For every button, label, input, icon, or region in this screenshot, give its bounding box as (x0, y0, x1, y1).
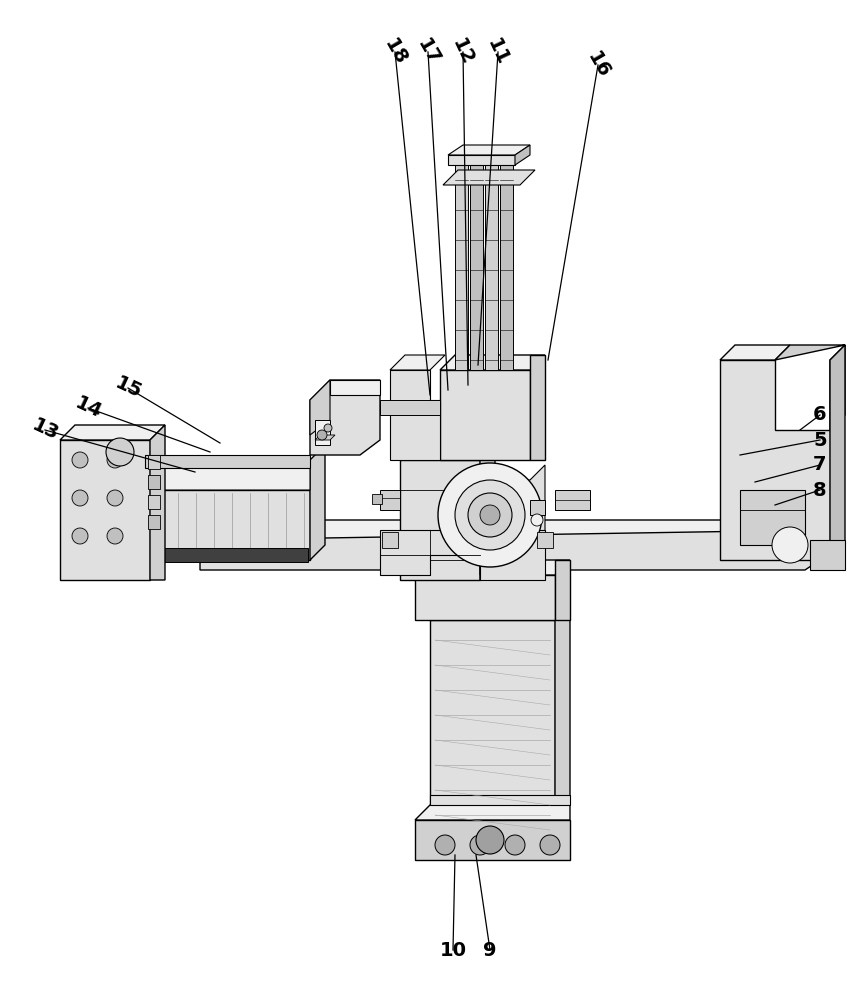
Polygon shape (380, 400, 439, 415)
Polygon shape (415, 575, 554, 620)
Text: 5: 5 (812, 430, 826, 450)
Circle shape (72, 490, 88, 506)
Polygon shape (315, 435, 334, 440)
Polygon shape (315, 420, 329, 445)
Circle shape (107, 452, 123, 468)
Polygon shape (479, 445, 495, 580)
Polygon shape (390, 370, 439, 460)
Polygon shape (829, 345, 844, 560)
Circle shape (107, 528, 123, 544)
Polygon shape (530, 355, 544, 460)
Polygon shape (60, 440, 150, 580)
Polygon shape (140, 490, 310, 560)
Polygon shape (399, 460, 479, 580)
Polygon shape (148, 495, 160, 509)
Polygon shape (415, 430, 509, 445)
Polygon shape (430, 795, 569, 805)
Circle shape (539, 835, 560, 855)
Polygon shape (439, 370, 530, 460)
Polygon shape (399, 445, 495, 460)
Text: 13: 13 (29, 416, 61, 444)
Polygon shape (380, 530, 544, 580)
Polygon shape (455, 160, 467, 370)
Text: 7: 7 (812, 456, 826, 475)
Polygon shape (150, 460, 310, 490)
Polygon shape (148, 455, 160, 469)
Polygon shape (200, 530, 819, 570)
Text: 9: 9 (483, 940, 496, 960)
Circle shape (106, 438, 134, 466)
Text: 15: 15 (112, 374, 144, 402)
Text: 11: 11 (483, 36, 512, 68)
Circle shape (455, 480, 525, 550)
Polygon shape (60, 425, 165, 440)
Polygon shape (469, 160, 483, 370)
Polygon shape (719, 360, 829, 560)
Text: 12: 12 (448, 36, 477, 68)
Polygon shape (485, 160, 497, 370)
Polygon shape (390, 355, 444, 370)
Polygon shape (530, 500, 544, 515)
Polygon shape (310, 380, 329, 435)
Polygon shape (448, 155, 514, 165)
Circle shape (467, 493, 512, 537)
Polygon shape (554, 605, 569, 820)
Text: 6: 6 (812, 406, 826, 424)
Polygon shape (140, 460, 310, 490)
Circle shape (479, 505, 499, 525)
Bar (740, 490, 804, 545)
Polygon shape (381, 532, 397, 548)
Circle shape (72, 452, 88, 468)
Polygon shape (372, 494, 381, 504)
Polygon shape (200, 520, 834, 540)
Polygon shape (809, 540, 844, 570)
Circle shape (504, 835, 525, 855)
Polygon shape (415, 560, 569, 575)
Circle shape (323, 424, 332, 432)
Polygon shape (819, 520, 834, 560)
Text: 14: 14 (72, 394, 104, 422)
Polygon shape (499, 160, 513, 370)
Polygon shape (774, 345, 844, 430)
Polygon shape (537, 532, 553, 548)
Circle shape (316, 430, 327, 440)
Polygon shape (479, 465, 544, 575)
Polygon shape (415, 820, 569, 860)
Text: 16: 16 (583, 48, 612, 82)
Polygon shape (329, 380, 380, 395)
Circle shape (469, 835, 490, 855)
Polygon shape (310, 445, 325, 560)
Polygon shape (430, 620, 554, 820)
Circle shape (475, 826, 503, 854)
Polygon shape (380, 490, 399, 510)
Polygon shape (443, 170, 534, 185)
Polygon shape (554, 560, 569, 620)
Text: 10: 10 (439, 940, 466, 960)
Text: 8: 8 (812, 481, 826, 499)
Circle shape (107, 490, 123, 506)
Text: 17: 17 (413, 36, 443, 68)
Circle shape (72, 528, 88, 544)
Polygon shape (145, 455, 310, 468)
Circle shape (434, 835, 455, 855)
Polygon shape (448, 145, 530, 155)
Polygon shape (148, 475, 160, 489)
Polygon shape (148, 515, 160, 529)
Circle shape (531, 514, 543, 526)
Polygon shape (439, 355, 544, 370)
Polygon shape (415, 805, 569, 820)
Polygon shape (310, 380, 380, 455)
Polygon shape (430, 430, 509, 445)
Polygon shape (514, 145, 530, 165)
Text: 18: 18 (380, 35, 409, 69)
Circle shape (771, 527, 807, 563)
Polygon shape (719, 345, 789, 360)
Polygon shape (150, 548, 308, 562)
Circle shape (438, 463, 542, 567)
Polygon shape (554, 490, 589, 510)
Polygon shape (150, 425, 165, 580)
